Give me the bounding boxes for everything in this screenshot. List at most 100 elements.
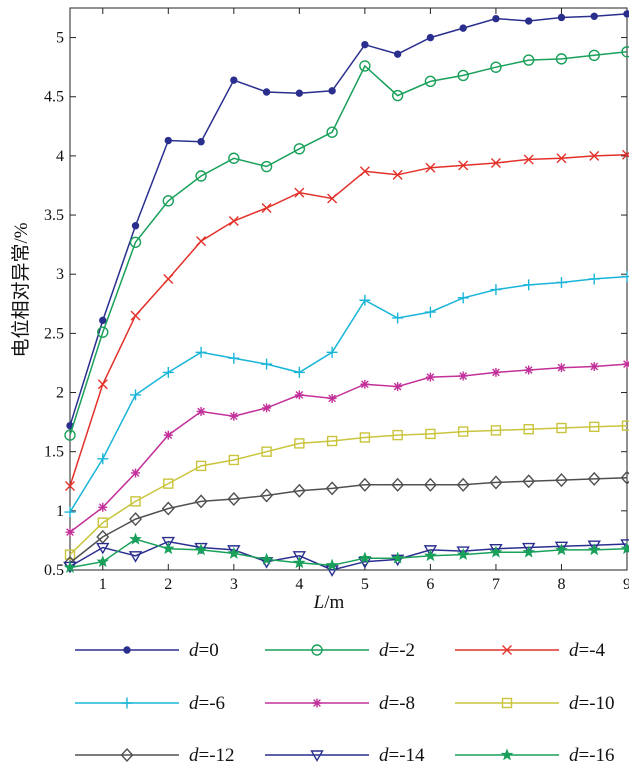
y-tick-label: 1 xyxy=(56,503,64,520)
data-point xyxy=(227,546,241,559)
data-point xyxy=(98,502,108,512)
series-path xyxy=(69,13,628,426)
data-point xyxy=(227,491,241,507)
data-point xyxy=(426,33,435,42)
data-point xyxy=(556,363,566,373)
data-point xyxy=(620,542,629,555)
data-point xyxy=(458,371,468,381)
data-point xyxy=(325,558,339,571)
data-point xyxy=(523,279,535,291)
data-point xyxy=(521,542,536,555)
data-point xyxy=(130,310,141,321)
data-point xyxy=(326,126,338,138)
data-point xyxy=(194,494,208,509)
data-point xyxy=(587,471,601,486)
data-point xyxy=(295,89,304,97)
data-point xyxy=(293,366,305,378)
legend-label-variable: d xyxy=(189,693,199,714)
data-point xyxy=(392,169,403,180)
data-point xyxy=(64,506,76,518)
legend-item: d=-10 xyxy=(455,693,615,714)
data-point xyxy=(424,75,437,88)
legend-marker xyxy=(312,698,322,708)
data-point xyxy=(128,551,143,563)
data-point xyxy=(130,389,142,401)
data-point xyxy=(228,215,239,226)
data-point xyxy=(489,544,503,556)
legend: d=0 d=-2 d=-4d=-6 d=-8 d=-10d=-12 d=-14 d=-16 xyxy=(75,640,615,766)
data-point xyxy=(261,202,272,213)
data-point xyxy=(555,543,568,556)
data-point xyxy=(325,481,339,496)
data-point xyxy=(196,236,207,247)
legend-label-value: =-12 xyxy=(199,745,235,766)
legend-marker xyxy=(500,748,514,761)
data-point xyxy=(162,366,174,378)
data-point xyxy=(425,162,436,173)
data-point xyxy=(523,424,534,435)
data-point xyxy=(161,536,176,549)
series-line-d-10 xyxy=(64,420,629,560)
series-path xyxy=(69,153,628,487)
legend-label: d=-10 xyxy=(569,693,615,714)
data-point xyxy=(96,555,110,568)
data-point xyxy=(161,542,175,555)
data-point xyxy=(589,361,599,371)
data-point xyxy=(262,88,271,96)
data-point xyxy=(620,470,629,485)
data-point xyxy=(490,61,502,73)
data-point xyxy=(262,403,272,413)
data-point xyxy=(490,157,501,168)
data-point xyxy=(294,438,305,449)
data-point xyxy=(554,541,569,554)
data-point xyxy=(423,545,438,557)
data-point xyxy=(194,543,208,556)
y-tick-label: 2.5 xyxy=(44,325,64,342)
data-point xyxy=(360,379,370,389)
data-point xyxy=(588,49,600,62)
data-point xyxy=(294,187,305,198)
data-point xyxy=(587,540,601,553)
y-tick-label: 0.5 xyxy=(44,562,64,579)
data-point xyxy=(260,160,273,173)
data-point xyxy=(490,425,502,436)
data-point xyxy=(489,475,503,490)
y-tick-label: 2 xyxy=(56,385,64,402)
data-point xyxy=(588,273,600,285)
legend-label: d=-8 xyxy=(379,693,415,714)
data-point xyxy=(392,429,403,441)
legend-item: d=0 xyxy=(75,640,219,661)
series-line-d-6 xyxy=(64,271,629,518)
y-axis-label: 电位相对异常/% xyxy=(10,222,32,357)
y-tick-label: 3.5 xyxy=(44,207,64,224)
legend-marker xyxy=(311,644,323,656)
x-tick-label: 8 xyxy=(557,576,565,593)
y-tick-label: 4 xyxy=(56,148,64,165)
legend-label: d=-2 xyxy=(379,640,415,661)
legend-label-variable: d xyxy=(379,640,389,661)
data-point xyxy=(229,411,239,421)
data-point xyxy=(523,54,535,66)
data-point xyxy=(163,478,174,489)
data-point xyxy=(161,501,175,516)
data-point xyxy=(97,453,109,465)
plot-frame xyxy=(69,7,628,571)
data-point xyxy=(195,170,207,182)
data-point xyxy=(293,556,306,569)
series-line-d-8 xyxy=(65,359,629,537)
data-point xyxy=(130,496,141,507)
data-point xyxy=(587,543,601,556)
data-point xyxy=(197,137,205,146)
data-point xyxy=(621,271,629,283)
data-point xyxy=(195,346,207,358)
x-tick-label: 3 xyxy=(230,576,238,593)
x-tick-label: 5 xyxy=(361,576,369,593)
data-point xyxy=(425,428,436,440)
data-point xyxy=(129,532,142,545)
data-point xyxy=(228,454,240,466)
x-tick-label: 4 xyxy=(295,576,303,593)
data-point xyxy=(361,40,369,49)
data-point xyxy=(555,276,567,288)
legend-label-value: =-6 xyxy=(199,693,226,714)
